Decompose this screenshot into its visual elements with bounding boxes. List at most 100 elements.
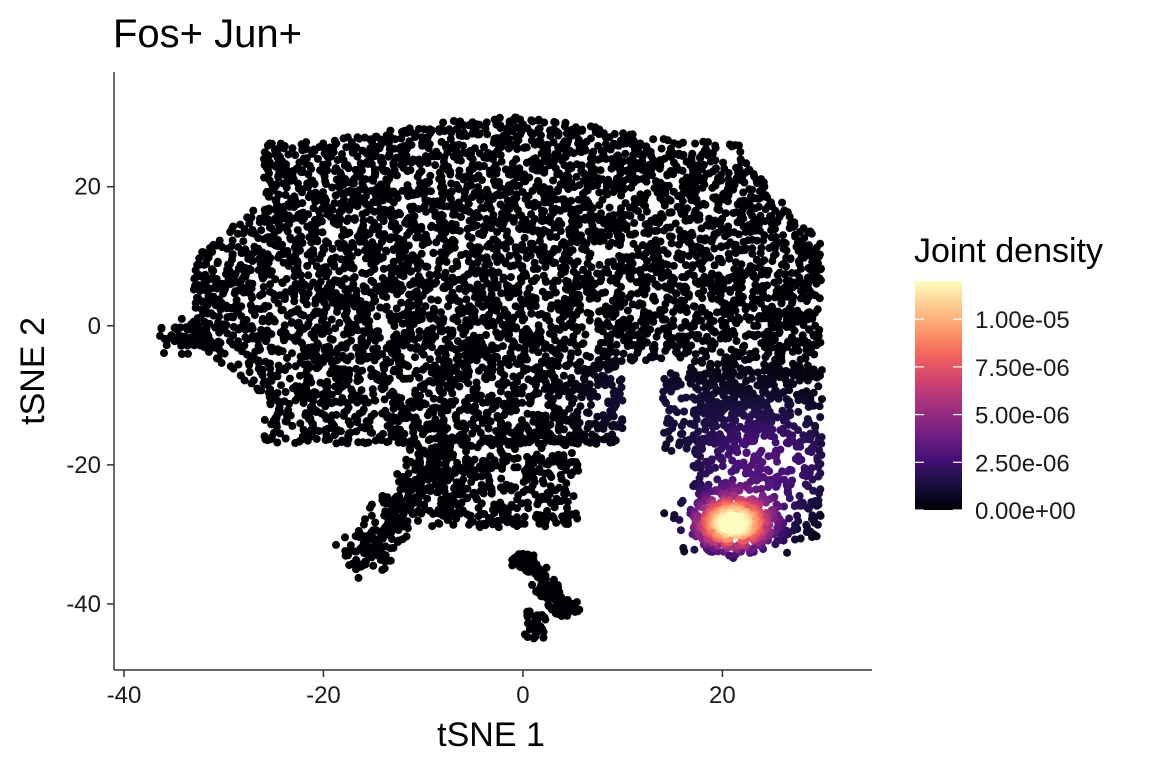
data-point (628, 230, 637, 239)
data-point (248, 294, 256, 302)
data-point (281, 388, 290, 396)
data-point (464, 371, 473, 380)
data-point (706, 157, 715, 166)
data-point (345, 205, 354, 214)
data-point (403, 220, 412, 229)
data-point (397, 298, 406, 307)
data-point (389, 246, 398, 255)
data-point (368, 428, 377, 437)
data-point (344, 403, 353, 412)
data-point (267, 139, 276, 148)
data-point (486, 205, 495, 213)
data-point (404, 477, 413, 486)
data-point (395, 492, 403, 500)
data-point (209, 266, 218, 275)
data-point (241, 272, 250, 281)
data-point (212, 284, 221, 293)
data-point (217, 358, 226, 367)
data-point (313, 154, 322, 163)
data-point (424, 238, 433, 247)
data-point (475, 213, 484, 222)
data-point (670, 296, 679, 305)
data-point (497, 157, 506, 166)
data-point (493, 228, 502, 237)
data-point (364, 398, 373, 407)
data-point (768, 257, 777, 266)
data-point (550, 223, 559, 232)
data-point (522, 254, 531, 263)
data-point (438, 194, 447, 203)
data-point (492, 169, 501, 178)
data-point (637, 213, 646, 222)
data-point (420, 189, 429, 198)
data-point (457, 213, 465, 221)
data-point (315, 427, 323, 436)
data-point (371, 191, 380, 200)
data-point (506, 273, 515, 282)
data-point (710, 244, 719, 253)
data-point (240, 376, 249, 385)
data-point (284, 261, 293, 270)
data-point (504, 144, 513, 153)
data-point (285, 220, 294, 229)
data-point (541, 263, 550, 272)
data-point (201, 280, 210, 289)
data-point (195, 254, 204, 263)
data-point (470, 455, 479, 464)
data-point (352, 343, 361, 352)
data-point (324, 327, 333, 336)
data-point (640, 290, 649, 299)
data-point (541, 277, 550, 286)
data-point (648, 171, 656, 180)
data-point (478, 231, 487, 239)
data-point (367, 500, 376, 509)
data-point (605, 133, 614, 142)
data-point (284, 150, 293, 159)
data-point (335, 318, 344, 327)
data-point (296, 419, 305, 428)
data-point (359, 405, 368, 414)
data-point (248, 324, 257, 333)
data-point (786, 255, 795, 264)
data-point (313, 237, 322, 246)
data-point (298, 199, 307, 208)
data-point (321, 180, 330, 188)
data-point (596, 166, 605, 175)
data-point (196, 286, 205, 295)
data-point (480, 143, 488, 152)
data-point (672, 289, 681, 298)
data-point (603, 190, 612, 199)
data-point (644, 229, 653, 238)
data-point (736, 147, 745, 156)
data-point (520, 246, 529, 255)
data-point (378, 350, 387, 359)
data-point (698, 183, 707, 192)
data-point (531, 302, 540, 311)
data-point (815, 294, 824, 303)
data-point (202, 259, 211, 268)
data-point (540, 168, 549, 177)
data-point (229, 331, 238, 340)
data-point (282, 417, 291, 426)
data-point (343, 217, 351, 226)
data-point (488, 373, 497, 382)
data-point (266, 280, 275, 289)
data-point (247, 284, 256, 293)
data-point (617, 191, 626, 200)
data-point (273, 438, 282, 447)
data-point (678, 166, 687, 175)
data-point (229, 313, 237, 322)
data-point (367, 303, 376, 312)
data-point (423, 494, 432, 503)
data-point (219, 289, 228, 298)
data-point (287, 318, 296, 327)
data-point (691, 139, 700, 148)
data-point (369, 390, 378, 399)
data-point (701, 200, 710, 209)
data-point (431, 161, 440, 170)
data-point (302, 300, 311, 309)
data-point (678, 197, 687, 206)
data-point (498, 342, 507, 351)
data-point (426, 355, 434, 364)
data-point (459, 141, 467, 150)
